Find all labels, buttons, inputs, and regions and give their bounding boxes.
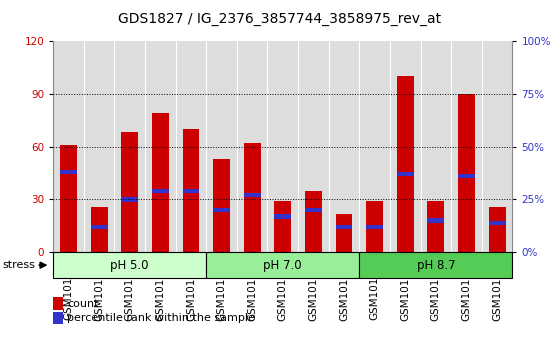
Bar xyxy=(60,170,77,174)
Bar xyxy=(489,221,506,225)
Text: pH 7.0: pH 7.0 xyxy=(264,259,302,272)
Bar xyxy=(122,197,138,202)
Text: percentile rank within the sample: percentile rank within the sample xyxy=(67,313,255,323)
Bar xyxy=(213,208,230,212)
Bar xyxy=(489,206,506,252)
Bar xyxy=(91,206,108,252)
Bar xyxy=(427,201,444,252)
Bar xyxy=(122,132,138,252)
Bar xyxy=(183,129,199,252)
Text: pH 8.7: pH 8.7 xyxy=(417,259,455,272)
Bar xyxy=(458,93,475,252)
Bar xyxy=(397,172,414,176)
Text: stress: stress xyxy=(3,260,36,270)
Bar xyxy=(305,191,322,252)
Bar xyxy=(366,201,383,252)
Bar xyxy=(244,143,260,252)
Bar xyxy=(91,225,108,229)
Bar xyxy=(274,201,291,252)
Bar xyxy=(244,193,260,198)
Bar xyxy=(305,208,322,212)
Bar xyxy=(427,218,444,223)
Bar xyxy=(60,145,77,252)
Text: pH 5.0: pH 5.0 xyxy=(110,259,149,272)
Bar xyxy=(458,174,475,178)
Bar xyxy=(397,76,414,252)
Bar xyxy=(152,113,169,252)
Bar xyxy=(152,189,169,193)
Text: count: count xyxy=(67,299,99,309)
Text: GDS1827 / IG_2376_3857744_3858975_rev_at: GDS1827 / IG_2376_3857744_3858975_rev_at xyxy=(118,12,442,27)
Bar xyxy=(213,159,230,252)
Bar xyxy=(335,213,352,252)
Bar xyxy=(335,225,352,229)
Bar xyxy=(366,225,383,229)
Bar xyxy=(183,189,199,193)
Bar xyxy=(274,214,291,219)
